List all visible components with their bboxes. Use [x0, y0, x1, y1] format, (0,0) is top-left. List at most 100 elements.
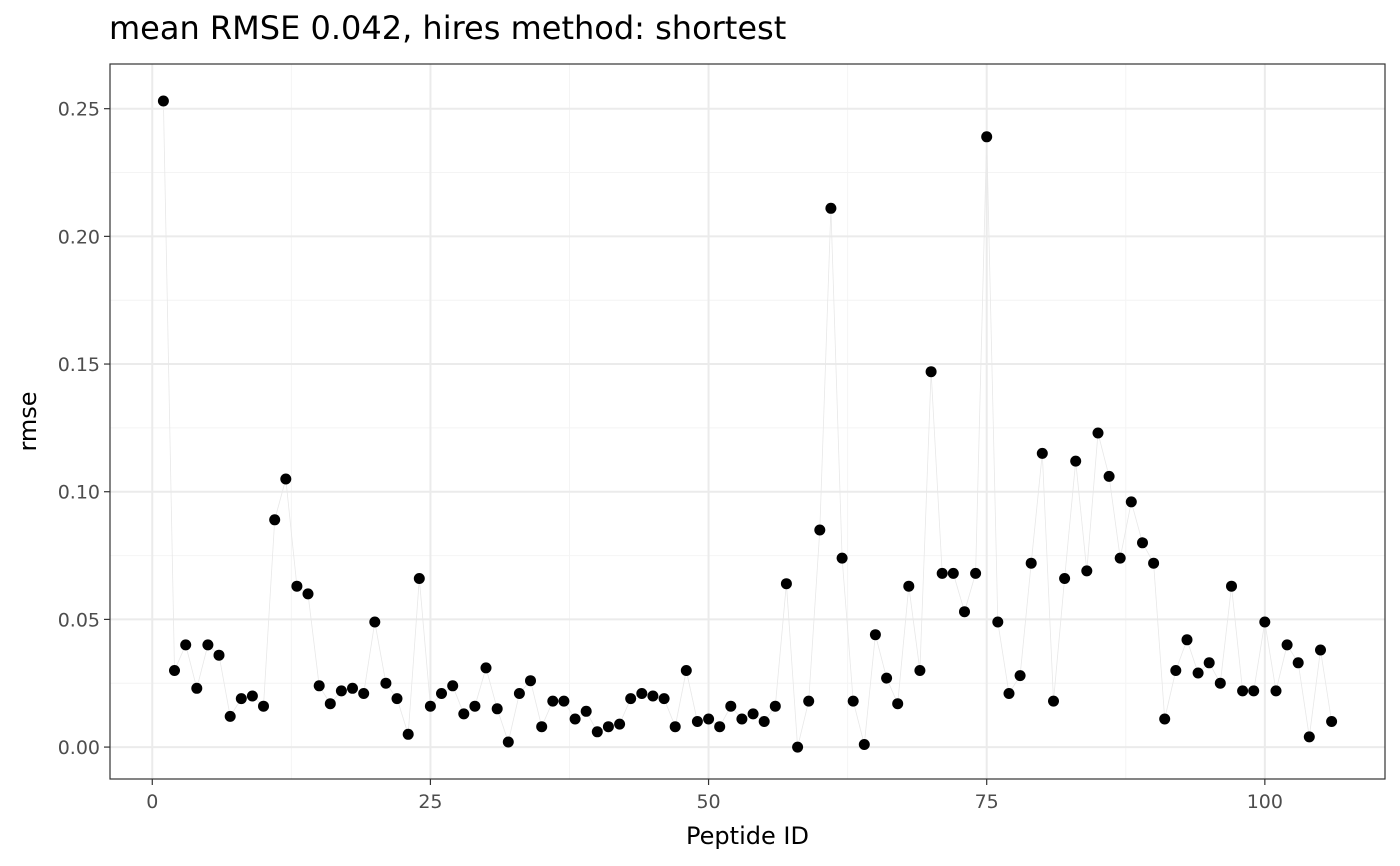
data-point: [180, 639, 192, 651]
data-point: [925, 366, 937, 378]
data-point: [1248, 685, 1260, 697]
connecting-line: [163, 100, 1332, 748]
data-point: [480, 662, 492, 674]
data-point: [569, 713, 581, 725]
data-point: [469, 700, 481, 712]
x-tick-label: 75: [975, 791, 999, 813]
data-point: [658, 693, 670, 705]
data-point: [1270, 685, 1282, 697]
data-point: [725, 700, 737, 712]
data-point: [447, 680, 459, 692]
data-point: [825, 202, 837, 214]
data-point: [1292, 657, 1304, 669]
data-point: [1125, 496, 1137, 508]
data-point: [647, 690, 659, 702]
data-point: [769, 700, 781, 712]
data-points: [157, 95, 1338, 753]
data-point: [413, 573, 425, 584]
data-point: [1014, 670, 1026, 682]
data-point: [703, 713, 715, 725]
data-point: [1070, 455, 1082, 467]
data-point: [291, 580, 303, 592]
data-point: [157, 95, 169, 107]
data-point: [1103, 470, 1115, 482]
data-point: [313, 680, 325, 692]
data-point: [814, 524, 826, 536]
data-point: [1303, 731, 1315, 743]
data-point: [1081, 565, 1093, 577]
data-point: [1048, 695, 1059, 707]
data-point: [580, 705, 592, 717]
data-point: [269, 514, 281, 526]
data-point: [836, 552, 848, 564]
data-point: [914, 665, 926, 676]
data-point: [1059, 573, 1071, 584]
data-point: [780, 578, 792, 590]
data-point: [402, 728, 414, 740]
data-point: [1315, 644, 1326, 656]
data-point: [591, 726, 603, 738]
data-point: [903, 580, 915, 592]
data-point: [1025, 557, 1037, 569]
data-point: [369, 616, 381, 628]
data-point: [191, 682, 203, 694]
data-point: [1203, 657, 1215, 669]
data-point: [1259, 616, 1271, 628]
data-point: [602, 721, 614, 733]
y-tick-label: 0.05: [58, 609, 100, 631]
data-point: [202, 639, 214, 651]
data-point: [547, 695, 559, 707]
chart-title: mean RMSE 0.042, hires method: shortest: [109, 9, 787, 47]
x-tick-label: 25: [418, 791, 442, 813]
y-axis-title: rmse: [14, 391, 42, 451]
data-point: [235, 693, 247, 705]
data-point: [1237, 685, 1249, 697]
data-point: [669, 721, 681, 733]
data-point: [302, 588, 314, 600]
y-tick-label: 0.00: [58, 737, 100, 759]
data-point: [970, 567, 982, 579]
data-point: [992, 616, 1004, 628]
data-point: [391, 693, 403, 705]
data-point: [347, 682, 358, 694]
data-point: [169, 665, 180, 676]
y-tick-label: 0.20: [58, 226, 100, 248]
data-point: [981, 131, 993, 143]
data-point: [858, 739, 870, 750]
data-point: [714, 721, 726, 733]
data-point: [747, 708, 759, 720]
data-point: [625, 693, 637, 705]
data-point: [358, 688, 370, 699]
data-point: [1092, 427, 1104, 439]
data-point: [792, 741, 804, 753]
x-tick-label: 0: [146, 791, 158, 813]
data-point: [947, 567, 959, 579]
data-point: [1170, 665, 1182, 676]
series-line: [163, 100, 1332, 748]
data-point: [324, 698, 336, 710]
x-tick-label: 100: [1247, 791, 1283, 813]
y-tick-label: 0.15: [58, 354, 100, 376]
data-point: [892, 698, 904, 710]
data-point: [536, 721, 548, 733]
data-point: [424, 700, 436, 712]
data-point: [246, 690, 258, 702]
data-point: [691, 716, 703, 727]
data-point: [959, 606, 970, 618]
x-tick-label: 50: [696, 791, 720, 813]
data-point: [513, 688, 525, 699]
data-point: [280, 473, 292, 485]
data-point: [803, 695, 815, 707]
data-point: [1281, 639, 1293, 651]
data-point: [869, 629, 881, 641]
data-point: [458, 708, 470, 720]
data-point: [491, 703, 503, 715]
data-point: [1036, 447, 1048, 459]
data-point: [1192, 667, 1204, 679]
axis-ticks: 0 25 50 75 100 0.00 0.05 0.10 0.15 0.20 0.25: [58, 99, 1283, 813]
data-point: [502, 736, 514, 748]
data-point: [1159, 713, 1171, 725]
data-point: [758, 716, 770, 727]
data-point: [213, 649, 225, 661]
